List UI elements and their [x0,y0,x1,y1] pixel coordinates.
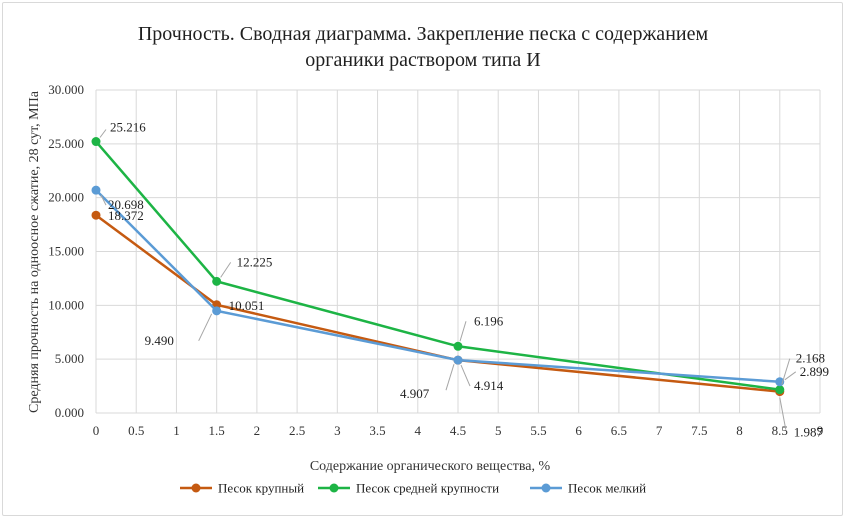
data-label-leader [100,194,107,206]
data-label: 4.907 [400,386,430,401]
data-label: 6.196 [474,313,504,328]
legend-item: Песок мелкий [530,481,646,496]
x-tick-label: 8.5 [772,423,788,438]
series-line [95,214,780,393]
y-tick-label: 25.000 [48,136,84,151]
data-label-leader [779,397,787,430]
series-2 [91,137,785,395]
data-label: 2.899 [800,364,829,379]
data-label: 12.225 [237,254,273,269]
legend-label: Песок средней крупности [356,481,499,496]
data-label: 9.490 [145,333,174,348]
data-label-leader [460,364,471,387]
data-label-leaders [99,129,797,430]
y-tick-label: 30.000 [48,82,84,97]
x-tick-label: 7 [656,423,663,438]
x-tick-label: 1 [173,423,180,438]
x-tick-label: 9 [817,423,824,438]
x-tick-label: 5 [495,423,502,438]
y-axis-title: Средняя прочность на одноосное сжатие, 2… [27,90,42,413]
data-point [453,341,463,351]
series-lines [91,137,785,397]
data-point [91,137,101,147]
x-tick-label: 1.5 [209,423,225,438]
x-tick-label: 5.5 [530,423,546,438]
data-label-leader [198,313,213,342]
data-label-leader [459,321,467,342]
x-axis-title: Содержание органического вещества, % [310,459,551,474]
y-tick-label: 5.000 [55,351,84,366]
x-tick-label: 8 [736,423,743,438]
y-tick-label: 20.000 [48,190,84,205]
data-label-leader [220,262,232,278]
data-label-leader [784,371,797,381]
chart-title-line-1: Прочность. Сводная диаграмма. Закреплени… [138,23,709,45]
data-point [212,306,222,316]
chart-title-line-2: органики раствором типа И [305,49,540,71]
x-tick-label: 2 [254,423,261,438]
y-tick-label: 0.000 [55,405,84,420]
data-point [775,385,785,395]
x-tick-label: 3.5 [369,423,385,438]
x-tick-label: 0 [93,423,100,438]
x-tick-label: 3 [334,423,341,438]
data-point [91,185,101,195]
data-point [453,355,463,365]
legend-marker [541,483,551,493]
data-label-leader [99,129,107,138]
legend-marker [329,483,339,493]
data-label: 25.216 [110,120,146,135]
x-tick-label: 2.5 [289,423,305,438]
legend-item: Песок крупный [180,481,304,496]
legend: Песок крупный Песок средней крупности Песо… [180,481,646,496]
gridlines [95,89,821,414]
series-line [95,140,780,391]
x-tick-label: 4.5 [450,423,466,438]
x-tick-label: 0.5 [128,423,144,438]
series-1 [91,210,785,397]
data-label: 10.051 [229,298,265,313]
data-label: 18.372 [108,208,144,223]
data-point [91,210,101,220]
data-point [212,276,222,286]
data-label-leader [445,364,455,391]
x-tick-label: 7.5 [691,423,707,438]
series-line [95,189,780,384]
x-tick-label: 4 [415,423,422,438]
data-label: 2.168 [796,351,825,366]
legend-label: Песок крупный [218,481,304,496]
data-label-leader [781,358,791,385]
x-tick-label: 6 [575,423,582,438]
x-tick-label: 6.5 [611,423,627,438]
legend-label: Песок мелкий [568,481,646,496]
y-tick-label: 10.000 [48,297,84,312]
data-label: 20.698 [108,197,144,212]
series-3 [91,185,785,387]
data-labels: 18.372 10.051 4.907 1.987 25.216 12.225 6.196 2… [108,120,829,440]
data-label: 4.914 [474,378,504,393]
legend-item: Песок средней крупности [318,481,499,496]
data-label: 1.987 [794,425,824,440]
axis-ticks: 0 0.5 1 1.5 2 2.5 3 3.5 4 4.5 5 5.5 6 6.5 7 7.5 8 8.5 9 0.0… [48,82,823,438]
legend-marker [191,483,201,493]
y-tick-label: 15.000 [48,244,84,259]
